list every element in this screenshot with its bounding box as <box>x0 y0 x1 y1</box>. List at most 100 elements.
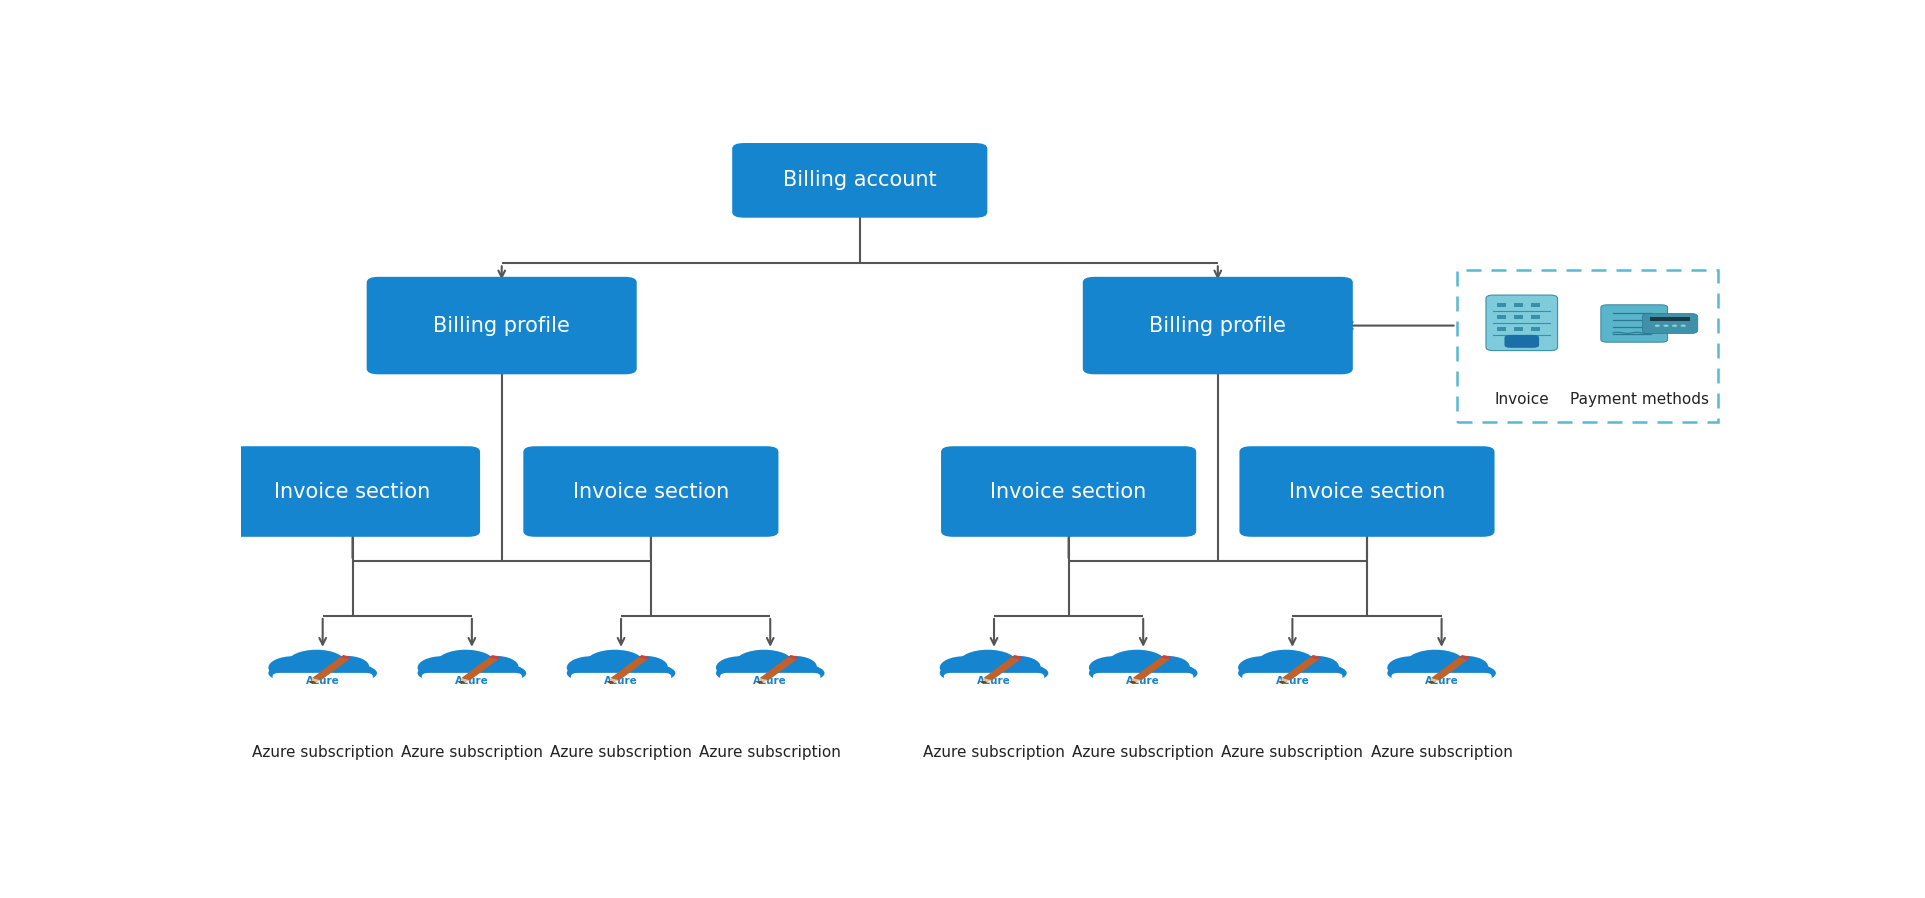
Text: Azure subscription: Azure subscription <box>400 744 543 760</box>
Polygon shape <box>1132 657 1168 681</box>
FancyBboxPatch shape <box>366 277 637 374</box>
Text: Billing profile: Billing profile <box>1149 315 1286 336</box>
Circle shape <box>770 656 816 677</box>
Polygon shape <box>610 678 620 683</box>
Circle shape <box>1107 650 1167 677</box>
FancyBboxPatch shape <box>1515 314 1523 319</box>
FancyBboxPatch shape <box>720 673 820 690</box>
Text: Billing account: Billing account <box>783 171 937 190</box>
Circle shape <box>1280 681 1284 683</box>
Circle shape <box>1442 656 1488 677</box>
Text: Azure subscription: Azure subscription <box>699 744 841 760</box>
Text: Azure: Azure <box>604 676 637 686</box>
Text: Azure: Azure <box>978 676 1011 686</box>
Circle shape <box>1681 324 1686 327</box>
Polygon shape <box>341 655 352 659</box>
FancyBboxPatch shape <box>273 673 373 690</box>
Text: Invoice section: Invoice section <box>275 481 431 501</box>
Circle shape <box>959 650 1016 677</box>
FancyBboxPatch shape <box>1082 277 1353 374</box>
Circle shape <box>1257 650 1315 677</box>
FancyBboxPatch shape <box>1515 303 1523 307</box>
FancyBboxPatch shape <box>1650 317 1690 321</box>
Ellipse shape <box>418 660 526 686</box>
Polygon shape <box>1430 657 1467 681</box>
Polygon shape <box>639 655 651 659</box>
Circle shape <box>1656 324 1659 327</box>
Polygon shape <box>462 657 499 681</box>
Circle shape <box>323 656 370 677</box>
Circle shape <box>1428 681 1434 683</box>
Text: Payment methods: Payment methods <box>1569 392 1709 407</box>
Circle shape <box>982 681 986 683</box>
Polygon shape <box>1311 655 1321 659</box>
Circle shape <box>472 656 518 677</box>
Circle shape <box>437 650 495 677</box>
FancyBboxPatch shape <box>941 446 1195 537</box>
Ellipse shape <box>566 660 676 686</box>
Ellipse shape <box>939 660 1049 686</box>
Text: Azure: Azure <box>1276 676 1309 686</box>
Ellipse shape <box>268 660 377 686</box>
FancyBboxPatch shape <box>1242 673 1342 690</box>
FancyBboxPatch shape <box>572 673 672 690</box>
Circle shape <box>418 656 468 679</box>
Polygon shape <box>1282 657 1319 681</box>
Circle shape <box>310 681 316 683</box>
FancyBboxPatch shape <box>1240 446 1494 537</box>
Text: Azure subscription: Azure subscription <box>1072 744 1215 760</box>
Text: Azure: Azure <box>306 676 339 686</box>
Circle shape <box>939 656 989 679</box>
Text: Invoice section: Invoice section <box>1290 481 1446 501</box>
FancyBboxPatch shape <box>1515 327 1523 331</box>
Text: Azure subscription: Azure subscription <box>924 744 1065 760</box>
Circle shape <box>1292 656 1340 677</box>
FancyBboxPatch shape <box>1093 673 1194 690</box>
Text: Azure: Azure <box>1424 676 1459 686</box>
Text: Azure: Azure <box>753 676 787 686</box>
Circle shape <box>1405 650 1465 677</box>
Polygon shape <box>760 657 797 681</box>
Circle shape <box>622 656 668 677</box>
FancyBboxPatch shape <box>422 673 522 690</box>
FancyBboxPatch shape <box>1392 673 1492 690</box>
Circle shape <box>1238 656 1288 679</box>
Text: Azure subscription: Azure subscription <box>551 744 691 760</box>
Polygon shape <box>1430 678 1440 683</box>
Polygon shape <box>610 657 647 681</box>
Circle shape <box>993 656 1041 677</box>
Polygon shape <box>1161 655 1172 659</box>
FancyBboxPatch shape <box>524 446 778 537</box>
Text: Azure subscription: Azure subscription <box>1371 744 1513 760</box>
Polygon shape <box>787 655 799 659</box>
Polygon shape <box>1280 678 1290 683</box>
FancyBboxPatch shape <box>1532 327 1540 331</box>
Circle shape <box>1388 656 1436 679</box>
FancyBboxPatch shape <box>225 446 479 537</box>
Polygon shape <box>489 655 500 659</box>
Polygon shape <box>1459 655 1471 659</box>
Ellipse shape <box>1238 660 1348 686</box>
FancyBboxPatch shape <box>1602 304 1667 342</box>
Polygon shape <box>1132 678 1142 683</box>
Circle shape <box>1673 324 1677 327</box>
Text: Azure subscription: Azure subscription <box>1222 744 1363 760</box>
Polygon shape <box>312 657 348 681</box>
Polygon shape <box>1013 655 1022 659</box>
Text: Azure: Azure <box>454 676 489 686</box>
Circle shape <box>716 656 766 679</box>
Circle shape <box>1130 681 1136 683</box>
Circle shape <box>268 656 318 679</box>
Text: Azure subscription: Azure subscription <box>252 744 393 760</box>
Text: Azure: Azure <box>1126 676 1161 686</box>
Circle shape <box>608 681 614 683</box>
Polygon shape <box>460 678 470 683</box>
Circle shape <box>1143 656 1190 677</box>
FancyBboxPatch shape <box>1505 335 1540 348</box>
FancyBboxPatch shape <box>943 673 1043 690</box>
Circle shape <box>1663 324 1669 327</box>
Polygon shape <box>984 657 1020 681</box>
Circle shape <box>757 681 762 683</box>
Ellipse shape <box>1388 660 1496 686</box>
Polygon shape <box>312 678 321 683</box>
